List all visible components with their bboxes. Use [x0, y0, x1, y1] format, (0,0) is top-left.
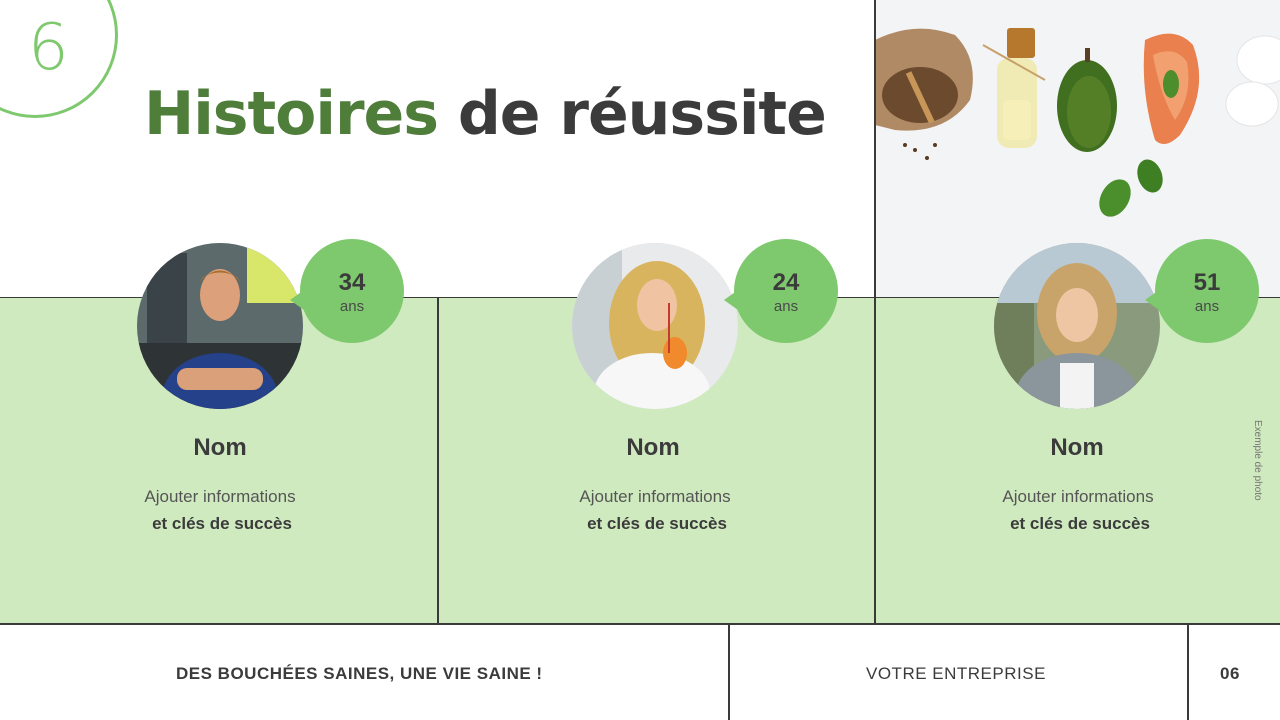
photo-divider [874, 0, 876, 623]
person-name: Nom [193, 434, 247, 461]
avatar [137, 243, 303, 409]
footer-tagline: DES BOUCHÉES SAINES, UNE VIE SAINE ! [176, 664, 543, 683]
slide-title: Histoires de réussite [144, 78, 827, 150]
info-line-1: Ajouter informations [579, 487, 731, 506]
info-line-2: et clés de succès [1010, 514, 1150, 533]
age-badge: 24 ans [734, 239, 838, 343]
section-number: 6 [28, 11, 69, 85]
page-number: 06 [1220, 664, 1240, 683]
age-badge: 51 ans [1155, 239, 1259, 343]
age-badge: 34 ans [300, 239, 404, 343]
title-rest: de réussite [457, 79, 827, 149]
info-line-2: et clés de succès [152, 514, 292, 533]
photo-caption: Exemple de photo [1252, 420, 1263, 501]
age-unit: ans [339, 298, 365, 315]
footer-divider-2 [1187, 624, 1189, 720]
footer-top-divider [0, 623, 1280, 625]
person-photo [137, 243, 303, 409]
age-value: 24 [772, 269, 800, 296]
footer-divider-1 [728, 624, 730, 720]
age-value: 51 [1193, 269, 1221, 296]
footer-company: VOTRE ENTREPRISE [866, 664, 1046, 683]
person-name: Nom [626, 434, 680, 461]
avatar [572, 243, 738, 409]
info-line-1: Ajouter informations [144, 487, 296, 506]
info-line-2: et clés de succès [587, 514, 727, 533]
age-value: 34 [338, 269, 366, 296]
info-line-1: Ajouter informations [1002, 487, 1154, 506]
card-divider-1 [437, 298, 439, 623]
age-unit: ans [773, 298, 799, 315]
age-unit: ans [1194, 298, 1220, 315]
title-highlight: Histoires [144, 79, 439, 149]
person-photo [994, 243, 1160, 409]
avatar [994, 243, 1160, 409]
person-photo [572, 243, 738, 409]
person-name: Nom [1050, 434, 1104, 461]
